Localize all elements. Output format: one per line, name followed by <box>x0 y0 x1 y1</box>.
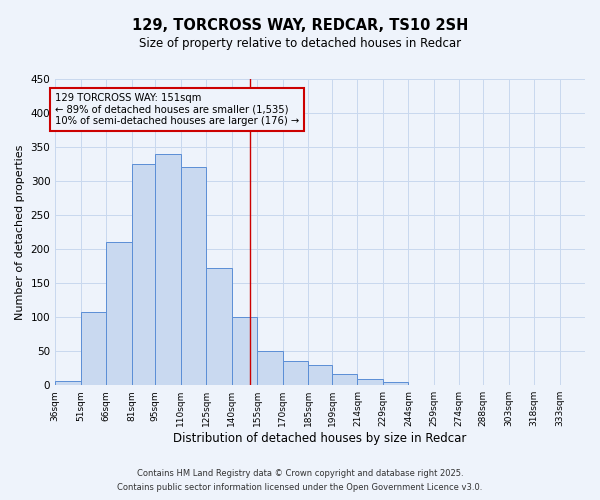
Text: Size of property relative to detached houses in Redcar: Size of property relative to detached ho… <box>139 38 461 51</box>
Bar <box>181 167 206 385</box>
Bar <box>206 268 232 385</box>
Text: 129, TORCROSS WAY, REDCAR, TS10 2SH: 129, TORCROSS WAY, REDCAR, TS10 2SH <box>132 18 468 32</box>
Bar <box>155 154 181 385</box>
Bar <box>80 312 106 385</box>
Y-axis label: Number of detached properties: Number of detached properties <box>15 144 25 320</box>
Bar <box>131 164 155 385</box>
Text: Contains public sector information licensed under the Open Government Licence v3: Contains public sector information licen… <box>118 484 482 492</box>
X-axis label: Distribution of detached houses by size in Redcar: Distribution of detached houses by size … <box>173 432 467 445</box>
Bar <box>383 382 409 385</box>
Bar <box>106 242 131 385</box>
Bar <box>308 366 332 385</box>
Text: 129 TORCROSS WAY: 151sqm
← 89% of detached houses are smaller (1,535)
10% of sem: 129 TORCROSS WAY: 151sqm ← 89% of detach… <box>55 92 299 126</box>
Bar <box>358 379 383 385</box>
Text: Contains HM Land Registry data © Crown copyright and database right 2025.: Contains HM Land Registry data © Crown c… <box>137 468 463 477</box>
Bar <box>55 381 80 385</box>
Bar <box>332 374 358 385</box>
Bar <box>283 360 308 385</box>
Bar <box>232 317 257 385</box>
Bar <box>257 351 283 385</box>
